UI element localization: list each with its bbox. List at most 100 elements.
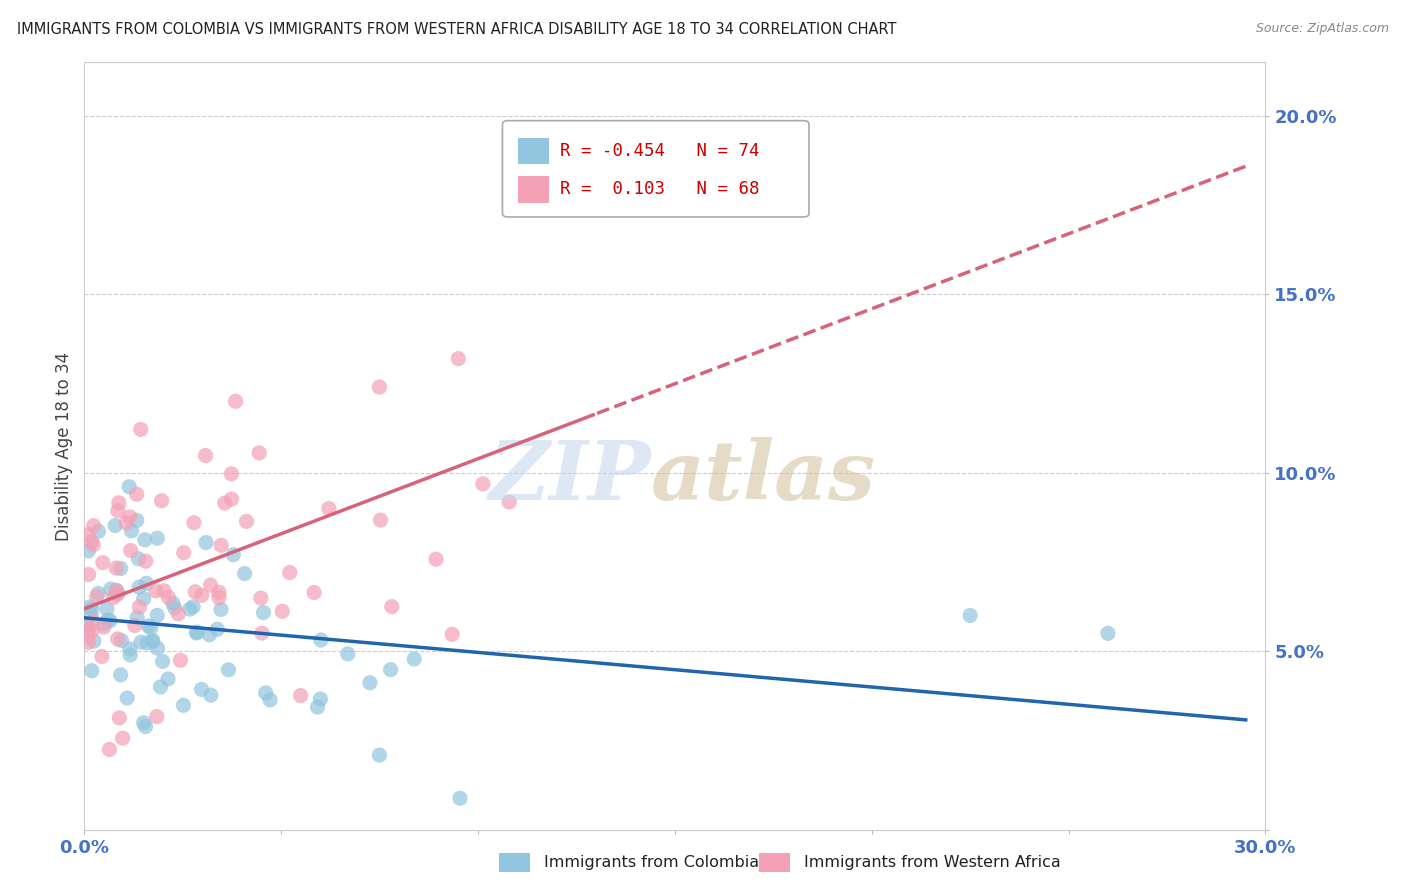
Point — [200, 688, 222, 702]
Point — [82, 602, 104, 616]
Point — [142, 634, 165, 648]
Point — [247, 446, 270, 460]
Point — [368, 380, 391, 394]
Point — [107, 587, 129, 601]
Point — [381, 599, 404, 614]
Point — [368, 748, 391, 763]
Point — [135, 576, 157, 591]
Point — [150, 493, 173, 508]
Point — [118, 480, 141, 494]
Point — [290, 689, 312, 703]
Point — [307, 700, 329, 714]
Point — [121, 524, 143, 538]
Point — [82, 614, 104, 628]
Point — [105, 583, 128, 598]
Point — [207, 622, 229, 636]
Point — [233, 566, 256, 581]
Point — [222, 548, 245, 562]
Point — [136, 619, 159, 633]
Point — [132, 715, 155, 730]
Point — [77, 567, 100, 582]
Point — [249, 591, 271, 605]
Point — [209, 602, 232, 616]
Point — [134, 533, 156, 547]
Y-axis label: Disability Age 18 to 34: Disability Age 18 to 34 — [55, 351, 73, 541]
Point — [153, 583, 176, 598]
Point — [139, 621, 162, 635]
Point — [184, 584, 207, 599]
Point — [103, 591, 125, 605]
Point — [173, 546, 195, 560]
Point — [195, 535, 218, 549]
Point — [309, 692, 332, 706]
Point — [190, 682, 212, 697]
Point — [111, 731, 134, 746]
Point — [221, 467, 243, 481]
Point — [163, 601, 186, 615]
Point — [190, 588, 212, 602]
Point — [132, 591, 155, 606]
Point — [336, 647, 359, 661]
Point — [309, 633, 332, 648]
Point — [79, 599, 101, 614]
Point — [80, 664, 103, 678]
Point — [104, 518, 127, 533]
Point — [115, 516, 138, 530]
Point — [250, 626, 273, 640]
Point — [145, 709, 167, 723]
Point — [370, 513, 392, 527]
Point — [498, 495, 520, 509]
Point — [80, 534, 103, 549]
Point — [208, 585, 231, 599]
Point — [471, 476, 494, 491]
Point — [125, 487, 148, 501]
Point — [157, 672, 180, 686]
Point — [194, 449, 217, 463]
Point — [1097, 626, 1119, 640]
Point — [186, 626, 208, 640]
Point — [135, 720, 157, 734]
Point — [447, 351, 470, 366]
Point — [169, 653, 191, 667]
Point — [441, 627, 464, 641]
Point — [359, 675, 381, 690]
Point — [115, 691, 138, 706]
Point — [77, 635, 100, 649]
Point — [225, 394, 247, 409]
Point — [96, 602, 118, 616]
Point — [235, 515, 257, 529]
Point — [136, 636, 159, 650]
Point — [80, 608, 103, 623]
Point — [77, 630, 100, 644]
Point — [77, 544, 100, 558]
Point — [146, 531, 169, 545]
Point — [129, 635, 152, 649]
Point — [83, 518, 105, 533]
Point — [404, 652, 426, 666]
Point — [146, 608, 169, 623]
Point — [186, 625, 208, 640]
Text: atlas: atlas — [651, 437, 876, 516]
Point — [120, 648, 142, 662]
Point — [110, 633, 132, 648]
Point — [125, 513, 148, 527]
Point — [82, 538, 104, 552]
Point — [723, 152, 745, 166]
Point — [221, 492, 243, 507]
Point — [77, 527, 100, 541]
Point — [107, 504, 129, 518]
Point — [217, 663, 239, 677]
Point — [105, 583, 128, 598]
Point — [127, 551, 149, 566]
Text: Immigrants from Colombia: Immigrants from Colombia — [544, 855, 759, 870]
Point — [183, 516, 205, 530]
Point — [87, 524, 110, 539]
Point — [152, 654, 174, 668]
Point — [110, 561, 132, 575]
Point — [107, 632, 129, 646]
Point — [157, 591, 180, 605]
Point — [105, 561, 128, 575]
Point — [107, 586, 129, 600]
Point — [129, 422, 152, 436]
Point — [302, 585, 325, 599]
